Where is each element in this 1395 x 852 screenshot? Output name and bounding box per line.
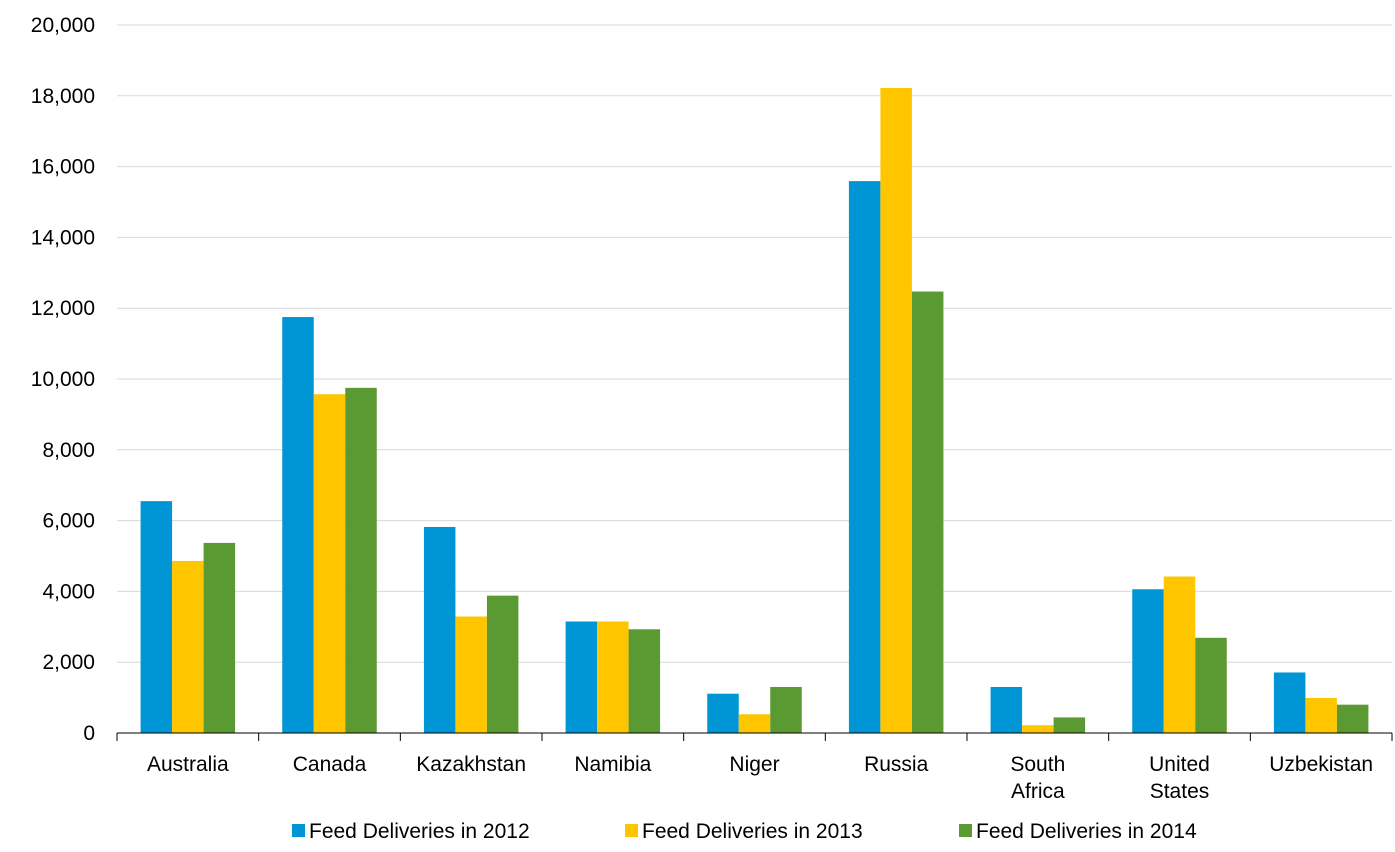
x-category-label-line: Canada: [293, 753, 367, 776]
x-category-label-line: Uzbekistan: [1269, 753, 1373, 776]
x-category-label-line: Russia: [864, 753, 929, 776]
bars: [140, 88, 1369, 733]
y-tick-label: 8,000: [42, 439, 95, 462]
x-category-label: Namibia: [574, 753, 651, 776]
legend-swatch-3: [959, 824, 972, 837]
bar-2-2: [313, 394, 346, 733]
axes: [116, 732, 1393, 741]
x-category-label-line: Namibia: [574, 753, 651, 776]
bar-3-9: [1336, 704, 1369, 733]
bar-2-8: [1163, 576, 1196, 733]
x-category-label-line: States: [1150, 780, 1210, 803]
bar-3-1: [203, 542, 236, 733]
x-category-label: Russia: [864, 753, 929, 776]
x-category-label: Canada: [293, 753, 367, 776]
y-tick-label: 12,000: [31, 297, 95, 320]
legend-swatch-1: [292, 824, 305, 837]
x-category-label-line: South: [1010, 753, 1065, 776]
y-tick-label: 4,000: [42, 580, 95, 603]
bar-1-8: [1132, 589, 1164, 733]
y-tick-label: 16,000: [31, 156, 95, 179]
bar-1-7: [990, 686, 1023, 733]
x-category-label: United States: [1149, 753, 1210, 803]
bar-3-7: [1053, 717, 1086, 733]
y-tick-label: 14,000: [31, 226, 95, 249]
x-category-label: Uzbekistan: [1269, 753, 1373, 776]
bar-3-4: [628, 629, 661, 733]
legend-label-1: Feed Deliveries in 2012: [309, 820, 530, 843]
x-category-label: Kazakhstan: [416, 753, 526, 776]
bar-3-6: [911, 291, 944, 733]
bar-3-3: [486, 595, 519, 733]
x-category-label-line: United: [1149, 753, 1210, 776]
bar-3-8: [1195, 637, 1227, 733]
bar-2-3: [455, 616, 487, 733]
x-category-label: South Africa: [1010, 753, 1065, 803]
legend-label-3: Feed Deliveries in 2014: [976, 820, 1197, 843]
bar-3-5: [770, 686, 802, 733]
bar-1-9: [1273, 672, 1306, 733]
x-category-label-line: Australia: [147, 753, 229, 776]
bar-1-4: [565, 621, 598, 733]
y-tick-label: 20,000: [31, 14, 95, 37]
bar-2-6: [880, 88, 912, 733]
legend[interactable]: Feed Deliveries in 2012 Feed Deliveries i…: [292, 820, 1197, 843]
y-tick-label: 2,000: [42, 651, 95, 674]
bar-1-5: [707, 693, 739, 733]
x-category-label: Australia: [147, 753, 229, 776]
y-axis-tick-labels: 0 2,000 4,000 6,000 8,000 10,000 12,000 14,000 1…: [31, 14, 95, 745]
y-tick-label: 0: [83, 722, 95, 745]
x-category-label: Niger: [729, 753, 779, 776]
x-category-label-line: Kazakhstan: [416, 753, 526, 776]
bar-2-9: [1305, 697, 1337, 733]
bar-2-7: [1022, 725, 1054, 733]
bar-1-2: [282, 317, 314, 733]
bar-2-5: [738, 714, 771, 733]
y-tick-label: 18,000: [31, 85, 95, 108]
legend-label-2: Feed Deliveries in 2013: [642, 820, 863, 843]
bar-1-6: [848, 181, 881, 733]
x-axis-category-labels: Australia Canada Kazakhstan Namibia Niger Rus…: [147, 753, 1373, 803]
bar-2-4: [597, 621, 629, 733]
bar-1-3: [423, 526, 456, 733]
legend-swatch-2: [625, 824, 638, 837]
x-category-label-line: Africa: [1011, 780, 1065, 803]
y-tick-label: 10,000: [31, 368, 95, 391]
x-category-label-line: Niger: [729, 753, 779, 776]
y-tick-label: 6,000: [42, 510, 95, 533]
bar-3-2: [345, 387, 377, 733]
bar-1-1: [140, 501, 173, 733]
bar-2-1: [172, 560, 204, 733]
